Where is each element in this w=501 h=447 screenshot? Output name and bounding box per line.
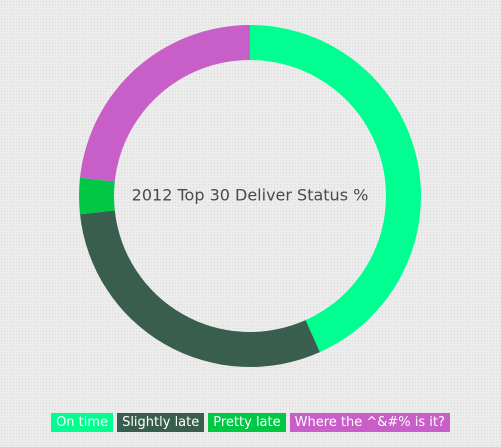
legend-item-pretty-late[interactable]: Pretty late [208,413,286,432]
legend-item-on-time[interactable]: On time [51,413,114,432]
slice-slightly-late[interactable] [79,210,320,367]
donut-slices [79,25,421,367]
slice-pretty-late[interactable] [79,177,115,215]
legend-item-slightly-late[interactable]: Slightly late [117,413,205,432]
chart-legend: On time Slightly late Pretty late Where … [0,413,501,432]
legend-item-where-is-it[interactable]: Where the ^&#% is it? [289,413,450,432]
chart-title: 2012 Top 30 Deliver Status % [132,186,369,205]
donut-chart: 2012 Top 30 Deliver Status % [79,25,421,367]
slice-where-the-is-it[interactable] [79,25,250,182]
slice-on-time[interactable] [250,25,421,353]
